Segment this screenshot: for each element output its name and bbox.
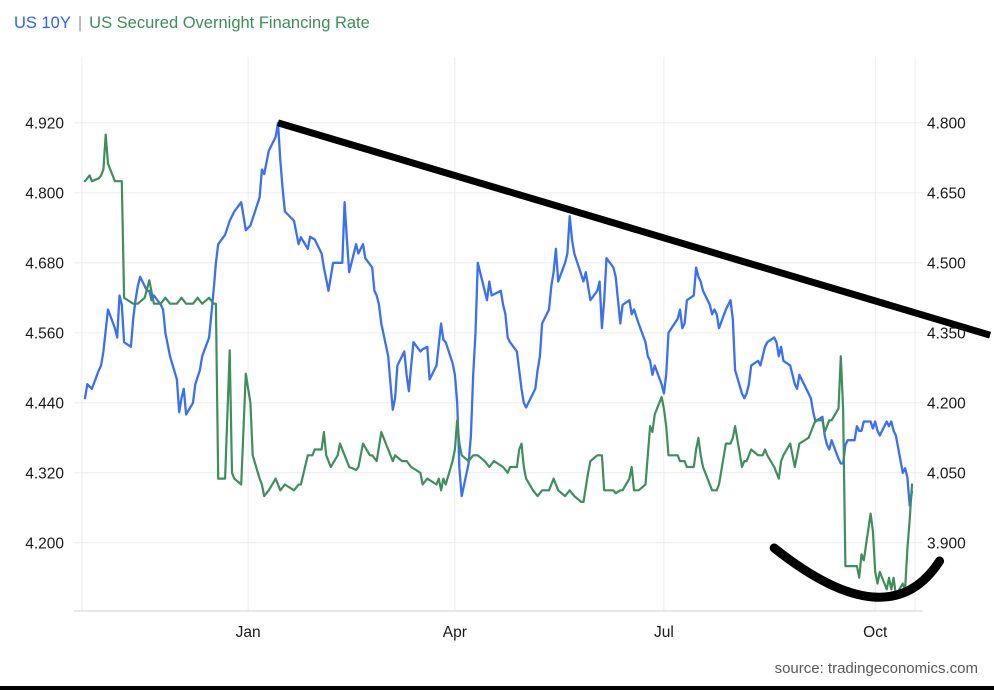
legend-series-us10y-link[interactable]: US 10Y xyxy=(14,14,71,32)
svg-text:4.800: 4.800 xyxy=(25,185,64,202)
legend-series-us10y: US 10Y xyxy=(14,14,71,32)
svg-text:4.650: 4.650 xyxy=(927,185,966,202)
svg-text:Oct: Oct xyxy=(863,624,888,641)
bottom-bar xyxy=(0,686,994,690)
legend-series-sofr: US Secured Overnight Financing Rate xyxy=(89,14,370,32)
source-link[interactable]: source: tradingeconomics.com xyxy=(774,660,978,677)
svg-text:4.500: 4.500 xyxy=(927,255,966,272)
chart-legend: US 10Y | US Secured Overnight Financing Ra… xyxy=(14,14,370,34)
svg-text:4.200: 4.200 xyxy=(25,535,64,552)
svg-text:3.900: 3.900 xyxy=(927,535,966,552)
legend-separator: | xyxy=(77,14,83,32)
svg-text:4.560: 4.560 xyxy=(25,325,64,342)
svg-text:Apr: Apr xyxy=(443,624,467,641)
svg-text:4.920: 4.920 xyxy=(25,115,64,132)
svg-text:4.350: 4.350 xyxy=(927,325,966,342)
svg-text:4.050: 4.050 xyxy=(927,465,966,482)
svg-text:4.800: 4.800 xyxy=(927,115,966,132)
source-credit: source: tradingeconomics.com xyxy=(775,660,978,677)
svg-text:Jul: Jul xyxy=(654,624,674,641)
svg-text:4.440: 4.440 xyxy=(25,395,64,412)
svg-text:4.320: 4.320 xyxy=(25,465,64,482)
svg-text:Jan: Jan xyxy=(236,624,261,641)
legend-series-sofr-link[interactable]: US Secured Overnight Financing Rate xyxy=(89,14,370,32)
svg-text:4.680: 4.680 xyxy=(25,255,64,272)
svg-text:4.200: 4.200 xyxy=(927,395,966,412)
